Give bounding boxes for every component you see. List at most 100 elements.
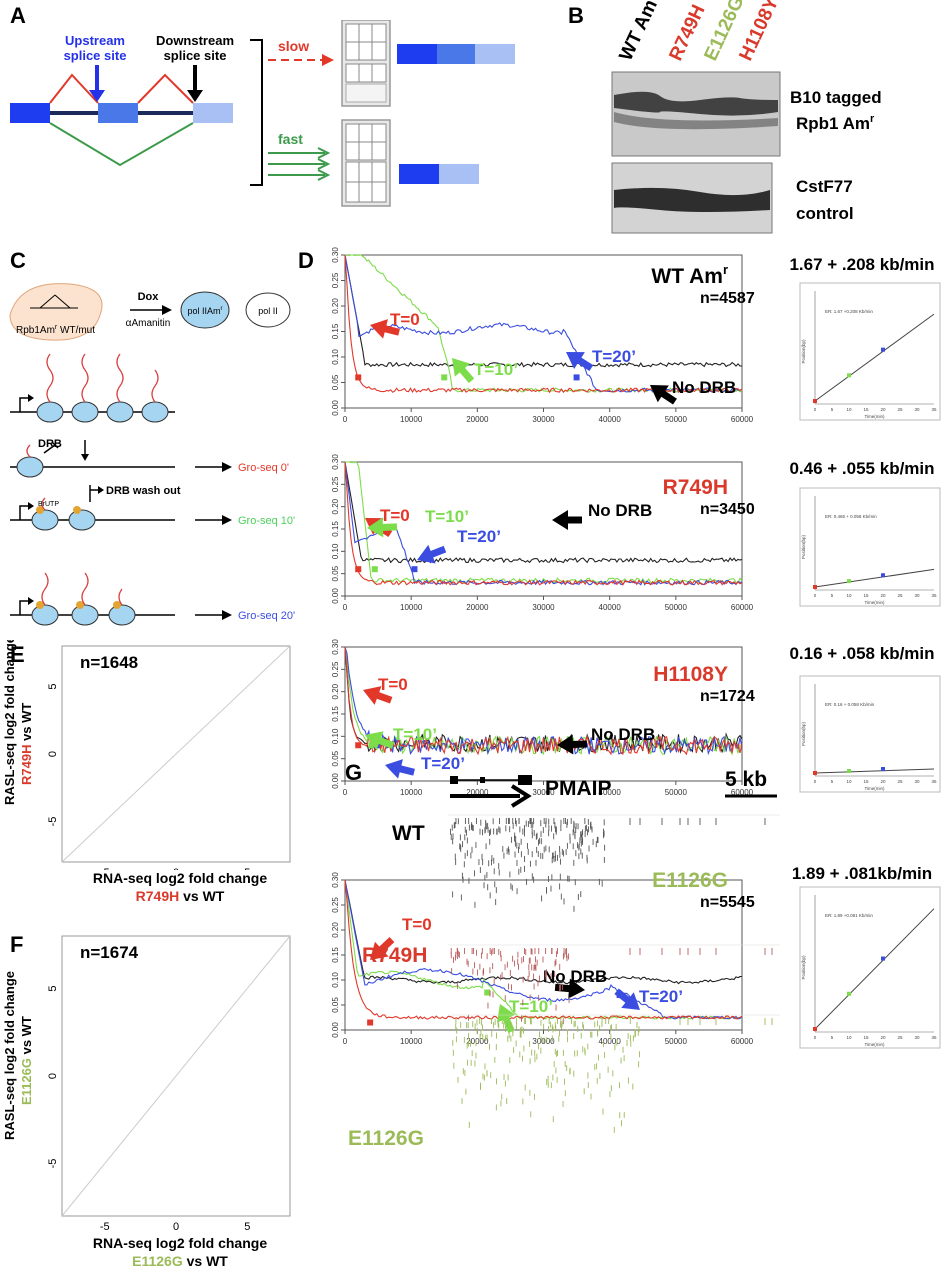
- red-splice-arc-1: [49, 73, 99, 104]
- gro-seq-10-label: Gro-seq 10': [238, 515, 295, 527]
- slow-product-exon-3: [475, 44, 515, 64]
- d-fit-xtick: 0: [814, 593, 817, 598]
- d-fit-ylabel: Position(bp): [801, 955, 806, 980]
- d-row-n: n=4587: [700, 290, 755, 307]
- d-arrow-label-t20: T=20’: [639, 987, 683, 1006]
- slow-arrow-head-icon: [322, 54, 334, 66]
- washout-label: DRB wash out: [106, 485, 181, 497]
- bracket: [250, 39, 263, 186]
- upstream-label-2: splice site: [64, 48, 127, 63]
- upstream-arrow-head-icon: [89, 90, 105, 102]
- scatter-f: RASL-seq log2 fold change E1126G vs WT n…: [2, 935, 291, 1233]
- d-curve-green: [344, 254, 743, 394]
- d-xtick-label: 50000: [665, 788, 688, 797]
- d-arrow-label-t0: T=0: [390, 310, 420, 329]
- d-fit-xtick: 25: [897, 779, 903, 784]
- d-curve-red: [344, 461, 743, 587]
- d-fit-xtick: 25: [897, 593, 903, 598]
- d-fit-point: [881, 956, 885, 961]
- d-fit-xtick: 20: [880, 593, 886, 598]
- brutp-label: BrUTP: [38, 501, 59, 508]
- red-splice-arc-2: [137, 73, 194, 104]
- d-fit-frame: [799, 487, 941, 607]
- d-arrow-label-nodrb: No DRB: [588, 501, 652, 520]
- d-marker-green: [484, 989, 491, 996]
- d-fit-xtick: 30: [914, 407, 920, 412]
- scatter-xtick: -5: [100, 867, 110, 870]
- scatter-xtick: 0: [173, 1221, 179, 1233]
- track-label-e1126g: E1126G: [348, 1127, 424, 1150]
- slow-product-exon-2: [437, 44, 475, 64]
- scatter-ytick: 5: [47, 683, 59, 689]
- d-arrowhead-icon: [496, 1004, 516, 1023]
- d-plot-1: 0.00 0.05 0.10 0.15 0.20 0.25 0.30 0 10000 20000 3…: [331, 454, 941, 612]
- exon-2: [98, 103, 138, 123]
- pol-amr-label: pol IIAmr: [187, 306, 222, 316]
- d-marker-red: [355, 566, 362, 573]
- d-xtick-label: 60000: [731, 788, 754, 797]
- row-drb: DRB Gro-seq 0': [10, 438, 289, 478]
- d-arrow-label-t0: T=0: [402, 915, 432, 934]
- d-xtick-label: 40000: [599, 415, 622, 424]
- d-xtick-label: 60000: [731, 1037, 754, 1046]
- d-arrowhead-icon: [385, 759, 403, 779]
- d-marker-red: [355, 742, 362, 749]
- d-fit-xtick: 30: [914, 779, 920, 784]
- d-ytick-label: 0.10: [331, 972, 340, 988]
- genome-browser: PMAIP 5 kb WT R749H E1126G: [348, 768, 780, 1150]
- panel-label-c: C: [10, 248, 26, 273]
- d-arrowhead-icon: [552, 510, 568, 530]
- d-ytick-label: 0.10: [331, 349, 340, 365]
- d-ytick-label: 0.20: [331, 298, 340, 314]
- d-xtick-label: 20000: [466, 415, 489, 424]
- dox-label: Dox: [138, 291, 160, 303]
- d-fit-text: ER: 1.67 +0.208 Kb/min: [825, 309, 873, 314]
- scatter-ytick: -5: [47, 1159, 59, 1169]
- d-ytick-label: 0.00: [331, 400, 340, 416]
- panel-label-a: A: [10, 3, 26, 28]
- d-ytick-label: 0.10: [331, 728, 340, 744]
- d-fit-xtick: 20: [880, 779, 886, 784]
- d-plot-3: 0.00 0.05 0.10 0.15 0.20 0.25 0.30 0 10000 20000 3…: [331, 864, 941, 1049]
- d-fit-xtick: 20: [880, 1035, 886, 1040]
- f-ylabel: RASL-seq log2 fold change: [2, 971, 17, 1140]
- d-ytick-label: 0.00: [331, 773, 340, 789]
- d-fit-frame: [799, 675, 941, 793]
- d-rate-label: 0.46 + .055 kb/min: [789, 459, 934, 478]
- green-skip-arc: [49, 122, 194, 167]
- d-xtick-label: 40000: [599, 788, 622, 797]
- d-fit-xtick: 10: [846, 1035, 852, 1040]
- d-row-name: WT Amr: [651, 262, 728, 288]
- d-fit-text: ER: 0.465 + 0.058 Kb/min: [825, 514, 877, 519]
- d-xtick-label: 10000: [400, 1037, 423, 1046]
- d-arrow-label-t0: T=0: [378, 675, 408, 694]
- d-ytick-label: 0.30: [331, 639, 340, 655]
- d-fit-text: ER: 0.16 + 0.058 Kb/min: [825, 702, 875, 707]
- d-fit-point: [813, 399, 817, 403]
- scatter-ytick: -5: [47, 817, 59, 827]
- d-fit-frame: [799, 886, 941, 1049]
- d-arrowhead-icon: [557, 734, 574, 755]
- d-fit-xtick: 20: [880, 407, 886, 412]
- d-fit-xtick: 5: [831, 593, 834, 598]
- panel-label-e: E: [10, 642, 25, 667]
- fast-label: fast: [278, 131, 303, 147]
- window-open-icon: [341, 20, 391, 107]
- d-xtick-label: 50000: [665, 603, 688, 612]
- f-xlabel: RNA-seq log2 fold change: [92, 1235, 268, 1251]
- d-ytick-label: 0.00: [331, 588, 340, 604]
- row-steady-state: [10, 353, 175, 423]
- d-marker-green: [441, 374, 448, 381]
- d-xtick-label: 20000: [466, 1037, 489, 1046]
- upstream-label-1: Upstream: [65, 33, 125, 48]
- western-blot: WT Amr R749H E1126G H1108Y B10 tagged Rp…: [611, 0, 882, 234]
- d-fit-text: ER: 1.89 +0.081 Kb/min: [825, 913, 873, 918]
- d-plot-0: 0.00 0.05 0.10 0.15 0.20 0.25 0.30 0 10000 20000 3…: [331, 247, 941, 424]
- exon-3: [193, 103, 233, 123]
- d-arrowhead-icon: [568, 978, 585, 999]
- e-ylabel: RASL-seq log2 fold change: [2, 640, 17, 805]
- d-fit-plot: 0 5 10 15 20 25 30 35 Time(min) Position(bp) ER: 1…: [799, 886, 941, 1049]
- d-ytick-label: 0.25: [331, 897, 340, 913]
- d-xtick-label: 40000: [599, 603, 622, 612]
- d-marker-blue: [573, 374, 580, 381]
